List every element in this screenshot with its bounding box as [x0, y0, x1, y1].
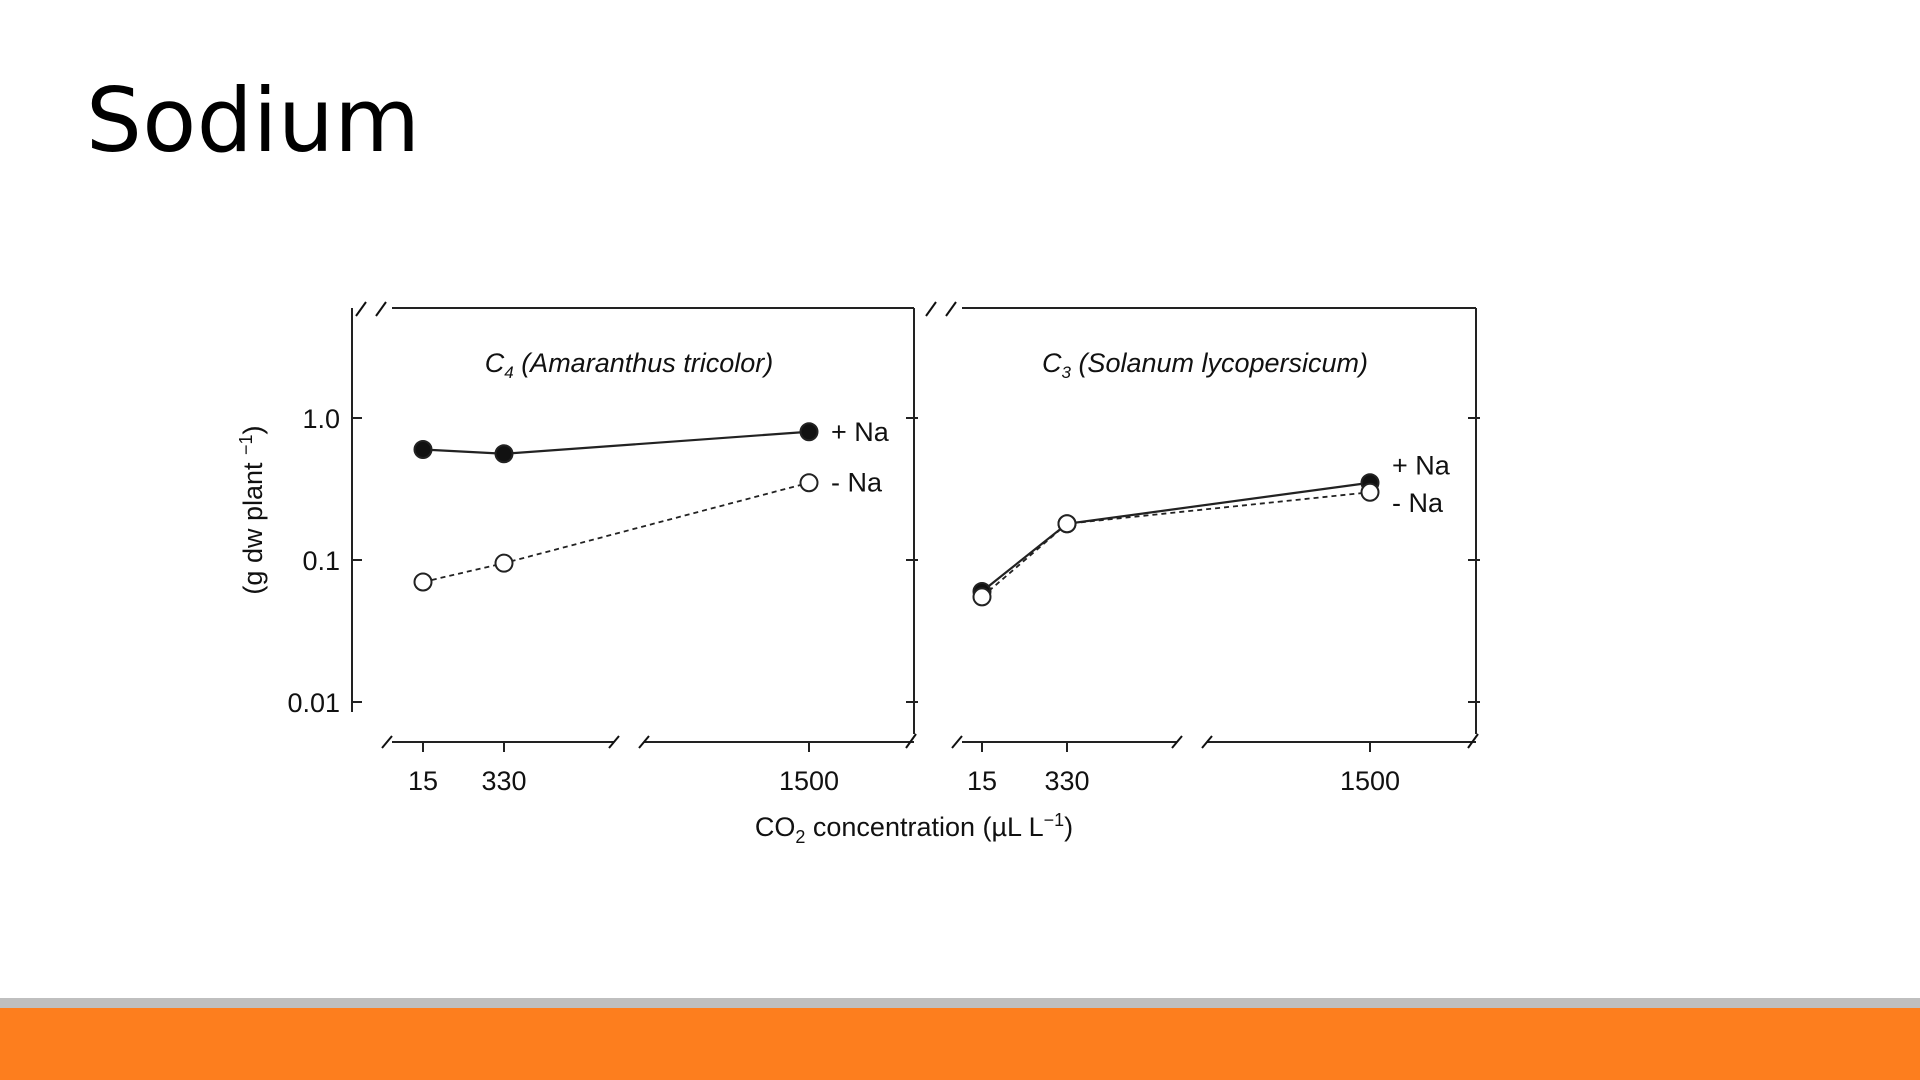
axis-break-mark [608, 735, 620, 749]
series-label: - Na [1392, 488, 1444, 518]
axis-break-mark [1171, 735, 1183, 749]
data-point [494, 444, 514, 464]
series-label: + Na [831, 417, 890, 447]
axis-break-mark [905, 733, 917, 749]
x-tick-label: 15 [408, 766, 438, 796]
series-label: + Na [1392, 451, 1451, 481]
series-plus-na: + Na [972, 451, 1451, 602]
series-minus-na: - Na [413, 468, 883, 592]
x-tick-label: 330 [1044, 766, 1089, 796]
series-label: - Na [831, 468, 883, 498]
axis-break-mark [381, 735, 393, 749]
x-axis-title: CO2 concentration (µL L−1) [755, 810, 1073, 847]
x-tick-label: 1500 [779, 766, 839, 796]
panel-title: C3 (Solanum lycopersicum) [1042, 348, 1368, 382]
chart-panel-2: 15 330 1500 C3 (Solanum lycopersicum) + Na - … [962, 307, 1480, 796]
x-tick-label: 330 [481, 766, 526, 796]
data-point [413, 440, 433, 460]
axis-break-mark [1201, 735, 1213, 749]
panel-title: C4 (Amaranthus tricolor) [485, 348, 774, 382]
x-tick-label: 1500 [1340, 766, 1400, 796]
y-axis-title: (g dw plant −1) [236, 425, 268, 594]
axis-break-mark [638, 735, 650, 749]
series-plus-na: + Na [413, 417, 890, 464]
data-point [413, 572, 433, 592]
series-minus-na: - Na [972, 482, 1444, 607]
x-tick-label: 15 [967, 766, 997, 796]
data-point [799, 473, 819, 493]
series-line [422, 481, 810, 583]
data-point [494, 553, 514, 573]
axis-break-mark [355, 301, 367, 317]
y-tick-label: 1.0 [302, 404, 340, 434]
axis-break-mark [375, 301, 387, 317]
y-tick-label: 0.1 [302, 546, 340, 576]
footer-accent-band [0, 1008, 1920, 1080]
axis-break-mark [945, 301, 957, 317]
slide-title: Sodium [86, 69, 421, 172]
footer-gray-stripe [0, 998, 1920, 1008]
data-point [972, 587, 992, 607]
axis-break-mark [925, 301, 937, 317]
chart-panel-1: 15 330 1500 1.0 0.1 0.01 C4 (Amaranthus tricol… [236, 307, 1073, 847]
y-tick-label: 0.01 [287, 688, 340, 718]
data-point [1057, 514, 1077, 534]
co2-growth-figure: 15 330 1500 1.0 0.1 0.01 C4 (Amaranthus tricol… [236, 301, 1480, 847]
series-line [981, 481, 1371, 593]
series-line [422, 430, 810, 455]
data-point [1360, 482, 1380, 502]
data-point [799, 422, 819, 442]
axis-break-mark [951, 735, 963, 749]
axis-break-mark [1467, 733, 1479, 749]
